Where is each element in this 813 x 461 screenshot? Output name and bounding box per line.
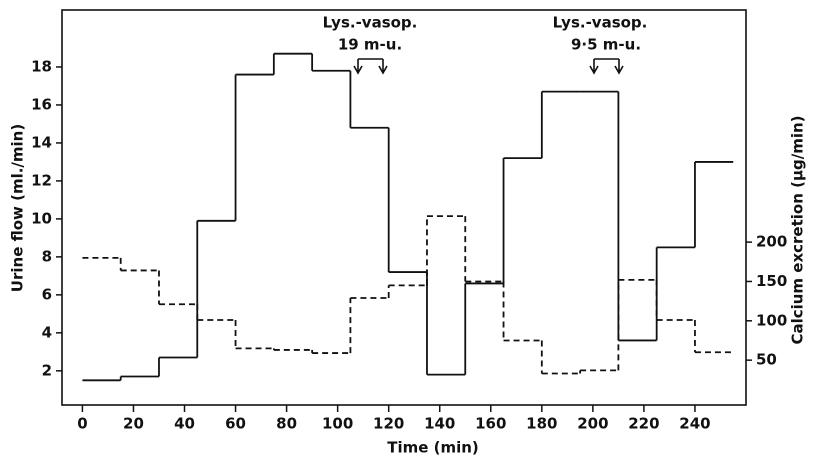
y-tick-label: 12: [31, 171, 52, 189]
x-tick-label: 60: [225, 415, 246, 433]
y-tick-label: 4: [42, 323, 52, 341]
x-axis-label: Time (min): [387, 439, 479, 457]
y-tick-label: 10: [31, 209, 52, 227]
annotation: 9·5 m-u.: [571, 36, 641, 54]
annotation: Lys.-vasop.: [323, 14, 418, 32]
x-tick-label: 120: [373, 415, 404, 433]
y-axis-label: Urine flow (ml./min): [9, 124, 27, 292]
x-tick-label: 200: [577, 415, 608, 433]
annotation: Lys.-vasop.: [553, 14, 648, 32]
y-tick-label: 6: [42, 285, 52, 303]
y-tick-label: 18: [31, 57, 52, 75]
y-tick-label: 2: [42, 361, 52, 379]
y-tick-label: 16: [31, 95, 52, 113]
x-tick-label: 140: [424, 415, 455, 433]
x-tick-label: 160: [475, 415, 506, 433]
y2-axis-label: Calcium excretion (μg/min): [789, 115, 807, 344]
y2-tick-label: 150: [756, 272, 787, 290]
plot-frame: [61, 9, 747, 406]
y2-tick-label: 50: [756, 351, 777, 369]
x-tick-label: 100: [322, 415, 353, 433]
arrows: [353, 58, 624, 75]
y2-tick-label: 200: [756, 233, 787, 251]
x-tick-label: 0: [77, 415, 87, 433]
x-tick-label: 20: [123, 415, 144, 433]
y-tick-label: 8: [42, 247, 52, 265]
x-tick-label: 80: [276, 415, 297, 433]
x-tick-label: 240: [679, 415, 710, 433]
y2-tick-label: 100: [756, 311, 787, 329]
x-tick-label: 40: [174, 415, 195, 433]
x-tick-label: 220: [628, 415, 659, 433]
y-tick-label: 14: [31, 133, 52, 151]
annotation: 19 m-u.: [338, 36, 402, 54]
x-tick-label: 180: [526, 415, 557, 433]
